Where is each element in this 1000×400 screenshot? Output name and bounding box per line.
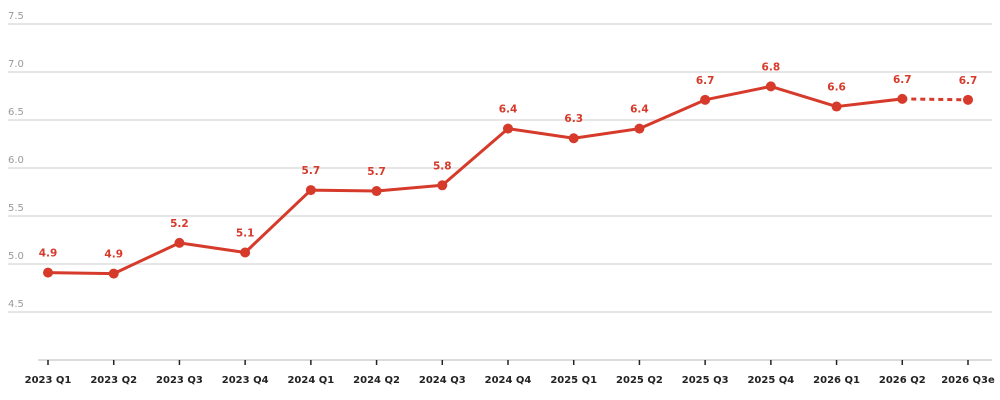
x-tick-label: 2023 Q1 — [25, 375, 72, 386]
x-tick-label: 2026 Q1 — [813, 375, 860, 386]
value-label: 5.1 — [236, 227, 255, 239]
x-tick-label: 2023 Q2 — [90, 375, 137, 386]
x-tick-label: 2024 Q4 — [485, 375, 532, 386]
value-label: 6.6 — [827, 82, 846, 94]
x-tick-label: 2026 Q2 — [879, 375, 926, 386]
point — [43, 267, 53, 278]
value-label: 6.8 — [762, 61, 781, 73]
y-tick-label: 7.5 — [8, 11, 24, 22]
point — [700, 94, 711, 105]
x-tick-label: 2023 Q4 — [222, 375, 269, 386]
point — [897, 93, 908, 104]
point — [831, 101, 842, 112]
y-tick-label: 4.5 — [8, 299, 24, 310]
x-tick-label: 2026 Q3e — [941, 375, 995, 386]
estimate-line — [902, 97, 969, 102]
point — [108, 268, 119, 279]
value-label: 6.7 — [893, 74, 912, 86]
value-label: 5.7 — [367, 166, 386, 178]
value-label: 5.8 — [433, 160, 452, 172]
point — [963, 94, 973, 105]
y-tick-label: 6.0 — [8, 155, 24, 166]
point — [568, 133, 579, 144]
value-label: 6.7 — [696, 75, 715, 87]
x-tick-label: 2024 Q1 — [287, 375, 334, 386]
value-label: 4.9 — [104, 249, 123, 261]
y-tick-label: 5.0 — [8, 251, 24, 262]
value-label: 6.7 — [959, 75, 978, 87]
point — [371, 186, 382, 197]
x-tick-label: 2025 Q2 — [616, 375, 663, 386]
x-tick-label: 2025 Q4 — [747, 375, 794, 386]
x-tick-label: 2024 Q2 — [353, 375, 400, 386]
x-tick-label: 2025 Q3 — [682, 375, 729, 386]
point — [437, 180, 448, 191]
value-label: 4.9 — [39, 248, 58, 260]
value-label: 5.7 — [302, 165, 321, 177]
point — [765, 81, 776, 92]
x-tick-label: 2023 Q3 — [156, 375, 203, 386]
line — [47, 84, 903, 276]
x-tick-label: 2025 Q1 — [550, 375, 597, 386]
y-tick-label: 5.5 — [8, 203, 24, 214]
x-tick-label: 2024 Q3 — [419, 375, 466, 386]
value-label: 6.4 — [499, 104, 518, 116]
point — [634, 123, 645, 134]
point — [174, 237, 185, 248]
point — [240, 247, 251, 258]
value-label: 6.4 — [630, 104, 649, 116]
value-label: 5.2 — [170, 218, 189, 230]
point — [503, 123, 513, 134]
y-tick-label: 6.5 — [8, 107, 24, 118]
point — [305, 185, 316, 196]
y-tick-label: 7.0 — [8, 59, 24, 70]
value-label: 6.3 — [564, 113, 583, 125]
